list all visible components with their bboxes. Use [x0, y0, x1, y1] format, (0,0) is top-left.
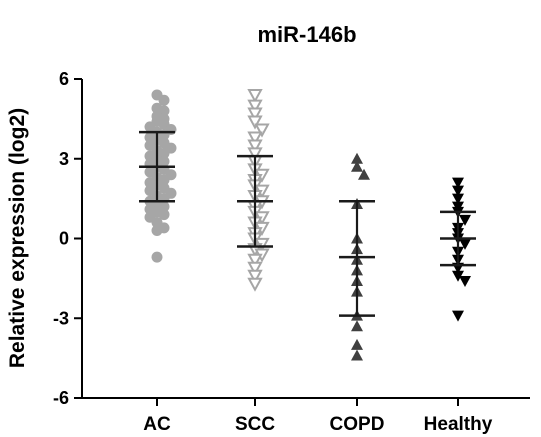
data-point-healthy-5: [459, 214, 471, 226]
data-point-copd-2: [358, 168, 370, 180]
y-tick-label: 6: [59, 69, 69, 89]
y-tick-label: 0: [59, 229, 69, 249]
data-point-scc-7: [247, 147, 263, 162]
data-point-copd-0: [351, 152, 363, 164]
category-label-healthy: Healthy: [424, 414, 493, 435]
y-axis-label: Relative expression (log2): [6, 108, 29, 368]
data-point-scc-5: [247, 131, 263, 146]
data-point-scc-3: [247, 115, 263, 130]
category-label-ac: AC: [143, 414, 171, 435]
data-point-scc-6: [247, 139, 263, 154]
data-point-healthy-2: [452, 193, 464, 205]
data-point-copd-13: [351, 349, 363, 361]
y-tick-label: -3: [53, 308, 69, 328]
data-point-healthy-9: [459, 238, 471, 250]
y-tick-label: -6: [53, 388, 69, 408]
data-point-scc-28: [247, 269, 263, 284]
data-point-ac-45: [151, 225, 163, 237]
data-points: [144, 88, 471, 361]
data-point-scc-26: [247, 253, 263, 268]
category-label-copd: COPD: [330, 414, 385, 435]
chart-title: miR-146b: [257, 22, 356, 47]
y-axis-ticks: 6 3 0 -3 -6: [53, 69, 82, 408]
data-point-ac-1: [158, 94, 170, 106]
data-point-scc-2: [247, 107, 263, 122]
error-bars: [139, 130, 476, 317]
data-point-scc-29: [247, 277, 263, 292]
data-point-healthy-0: [452, 177, 464, 189]
data-point-scc-27: [247, 261, 263, 276]
data-point-scc-0: [247, 88, 263, 104]
x-axis-ticks: AC SCC COPD Healthy: [143, 398, 493, 435]
data-point-copd-11: [351, 320, 363, 332]
data-point-healthy-15: [452, 310, 464, 322]
data-point-ac-41: [158, 209, 170, 221]
y-tick-label: 3: [59, 149, 69, 169]
data-point-copd-12: [351, 338, 363, 350]
data-point-copd-1: [351, 160, 363, 172]
data-point-healthy-14: [459, 276, 471, 288]
category-label-scc: SCC: [235, 414, 275, 435]
data-point-scc-1: [247, 99, 263, 114]
data-point-healthy-1: [452, 185, 464, 197]
data-point-healthy-13: [452, 270, 464, 282]
data-point-scc-4: [254, 123, 270, 138]
data-point-ac-46: [151, 251, 163, 263]
